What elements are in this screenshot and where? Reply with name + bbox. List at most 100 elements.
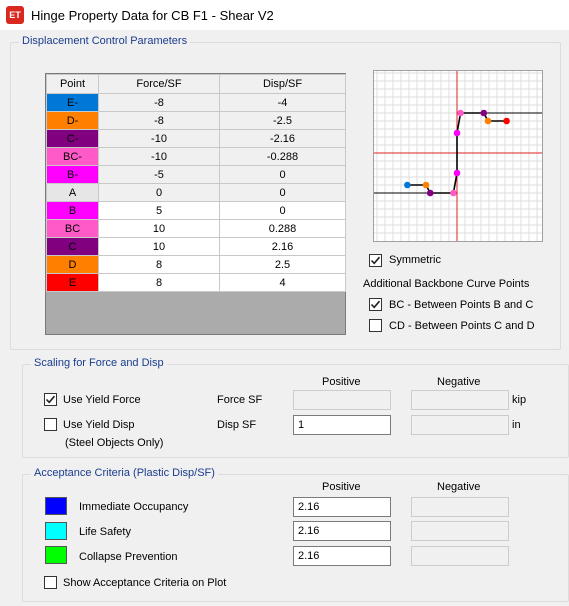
backbone-table[interactable]: Point Force/SF Disp/SF E- -8 -4 D- -8 -2.5 C- -…	[45, 73, 346, 335]
disp-sf-cell[interactable]: -2.5	[219, 111, 346, 130]
disp-unit-label: in	[512, 419, 521, 431]
header-point: Point	[46, 74, 99, 94]
show-acceptance-label: Show Acceptance Criteria on Plot	[63, 577, 227, 589]
disp-sf-cell[interactable]: 2.16	[219, 237, 346, 256]
life-safety-color-swatch[interactable]	[45, 522, 67, 540]
cd-label: CD - Between Points C and D	[389, 320, 535, 332]
title-bar: ET Hinge Property Data for CB F1 - Shear…	[0, 0, 569, 30]
point-cell: A	[46, 183, 99, 202]
force-sf-cell[interactable]: 5	[98, 201, 220, 220]
disp-sf-negative-field[interactable]	[411, 415, 509, 435]
force-sf-cell[interactable]: -8	[98, 111, 220, 130]
table-row[interactable]: B- -5 0	[46, 165, 346, 184]
backbone-plot-svg	[374, 71, 542, 241]
point-cell: B-	[46, 165, 99, 184]
collapse-prevention-negative-field[interactable]	[411, 546, 509, 566]
header-force-sf: Force/SF	[98, 74, 220, 94]
force-sf-cell[interactable]: -5	[98, 165, 220, 184]
symmetric-checkbox[interactable]	[369, 254, 382, 267]
immediate-occupancy-negative-field[interactable]	[411, 497, 509, 517]
point-cell: BC-	[46, 147, 99, 166]
life-safety-label: Life Safety	[79, 526, 131, 538]
disp-sf-positive-field[interactable]: 1	[293, 415, 391, 435]
point-cell: BC	[46, 219, 99, 238]
table-row[interactable]: E- -8 -4	[46, 93, 346, 112]
additional-backbone-label: Additional Backbone Curve Points	[363, 278, 530, 290]
acceptance-positive-header: Positive	[322, 481, 361, 493]
header-disp-sf: Disp/SF	[219, 74, 346, 94]
table-row[interactable]: BC 10 0.288	[46, 219, 346, 238]
steel-objects-note: (Steel Objects Only)	[65, 437, 164, 449]
disp-sf-cell[interactable]: 0	[219, 201, 346, 220]
use-yield-force-label: Use Yield Force	[63, 394, 141, 406]
symmetric-label: Symmetric	[389, 254, 441, 266]
backbone-point-marker	[484, 117, 492, 125]
use-yield-disp-label: Use Yield Disp	[63, 419, 135, 431]
table-row[interactable]: BC- -10 -0.288	[46, 147, 346, 166]
force-sf-cell[interactable]: 0	[98, 183, 220, 202]
immediate-occupancy-positive-field[interactable]: 2.16	[293, 497, 391, 517]
disp-sf-cell[interactable]: -4	[219, 93, 346, 112]
backbone-point-marker	[450, 189, 457, 197]
show-acceptance-checkbox[interactable]	[44, 576, 57, 589]
force-sf-cell[interactable]: -10	[98, 147, 220, 166]
force-sf-label: Force SF	[217, 394, 263, 406]
immediate-occupancy-color-swatch[interactable]	[45, 497, 67, 515]
collapse-prevention-positive-field[interactable]: 2.16	[293, 546, 391, 566]
table-row[interactable]: D- -8 -2.5	[46, 111, 346, 130]
backbone-point-marker	[422, 181, 430, 189]
backbone-point-marker	[457, 109, 464, 117]
disp-sf-cell[interactable]: 0	[219, 183, 346, 202]
life-safety-positive-field[interactable]: 2.16	[293, 521, 391, 541]
displacement-control-group: Displacement Control Parameters	[10, 35, 561, 350]
backbone-plot	[373, 70, 543, 242]
scaling-negative-header: Negative	[437, 376, 481, 388]
backbone-point-marker	[426, 189, 434, 197]
disp-sf-cell[interactable]: -0.288	[219, 147, 346, 166]
scaling-group-label: Scaling for Force and Disp	[31, 357, 167, 369]
collapse-prevention-color-swatch[interactable]	[45, 546, 67, 564]
acceptance-group: Acceptance Criteria (Plastic Disp/SF)	[22, 467, 569, 602]
point-cell: E	[46, 273, 99, 292]
collapse-prevention-label: Collapse Prevention	[79, 551, 178, 563]
disp-sf-cell[interactable]: 4	[219, 273, 346, 292]
disp-sf-cell[interactable]: -2.16	[219, 129, 346, 148]
force-sf-cell[interactable]: -8	[98, 93, 220, 112]
bc-checkbox[interactable]	[369, 298, 382, 311]
force-sf-negative-field[interactable]	[411, 390, 509, 410]
disp-sf-label: Disp SF	[217, 419, 257, 431]
life-safety-negative-field[interactable]	[411, 521, 509, 541]
displacement-group-label: Displacement Control Parameters	[19, 35, 191, 47]
force-sf-cell[interactable]: -10	[98, 129, 220, 148]
force-sf-cell[interactable]: 10	[98, 237, 220, 256]
point-cell: B	[46, 201, 99, 220]
force-sf-cell[interactable]: 10	[98, 219, 220, 238]
point-cell: E-	[46, 93, 99, 112]
acceptance-negative-header: Negative	[437, 481, 481, 493]
force-sf-positive-field[interactable]	[293, 390, 391, 410]
immediate-occupancy-label: Immediate Occupancy	[79, 501, 189, 513]
acceptance-group-label: Acceptance Criteria (Plastic Disp/SF)	[31, 467, 218, 479]
backbone-point-marker	[453, 169, 461, 177]
scaling-positive-header: Positive	[322, 376, 361, 388]
table-row[interactable]: C 10 2.16	[46, 237, 346, 256]
disp-sf-cell[interactable]: 0.288	[219, 219, 346, 238]
backbone-point-marker	[453, 129, 461, 137]
cd-checkbox[interactable]	[369, 319, 382, 332]
table-row[interactable]: D 8 2.5	[46, 255, 346, 274]
force-sf-cell[interactable]: 8	[98, 255, 220, 274]
use-yield-disp-checkbox[interactable]	[44, 418, 57, 431]
bc-label: BC - Between Points B and C	[389, 299, 534, 311]
force-sf-cell[interactable]: 8	[98, 273, 220, 292]
disp-sf-cell[interactable]: 2.5	[219, 255, 346, 274]
backbone-point-marker	[480, 109, 488, 117]
point-cell: C-	[46, 129, 99, 148]
point-cell: D	[46, 255, 99, 274]
backbone-point-marker	[503, 117, 510, 125]
use-yield-force-checkbox[interactable]	[44, 393, 57, 406]
table-row[interactable]: C- -10 -2.16	[46, 129, 346, 148]
disp-sf-cell[interactable]: 0	[219, 165, 346, 184]
